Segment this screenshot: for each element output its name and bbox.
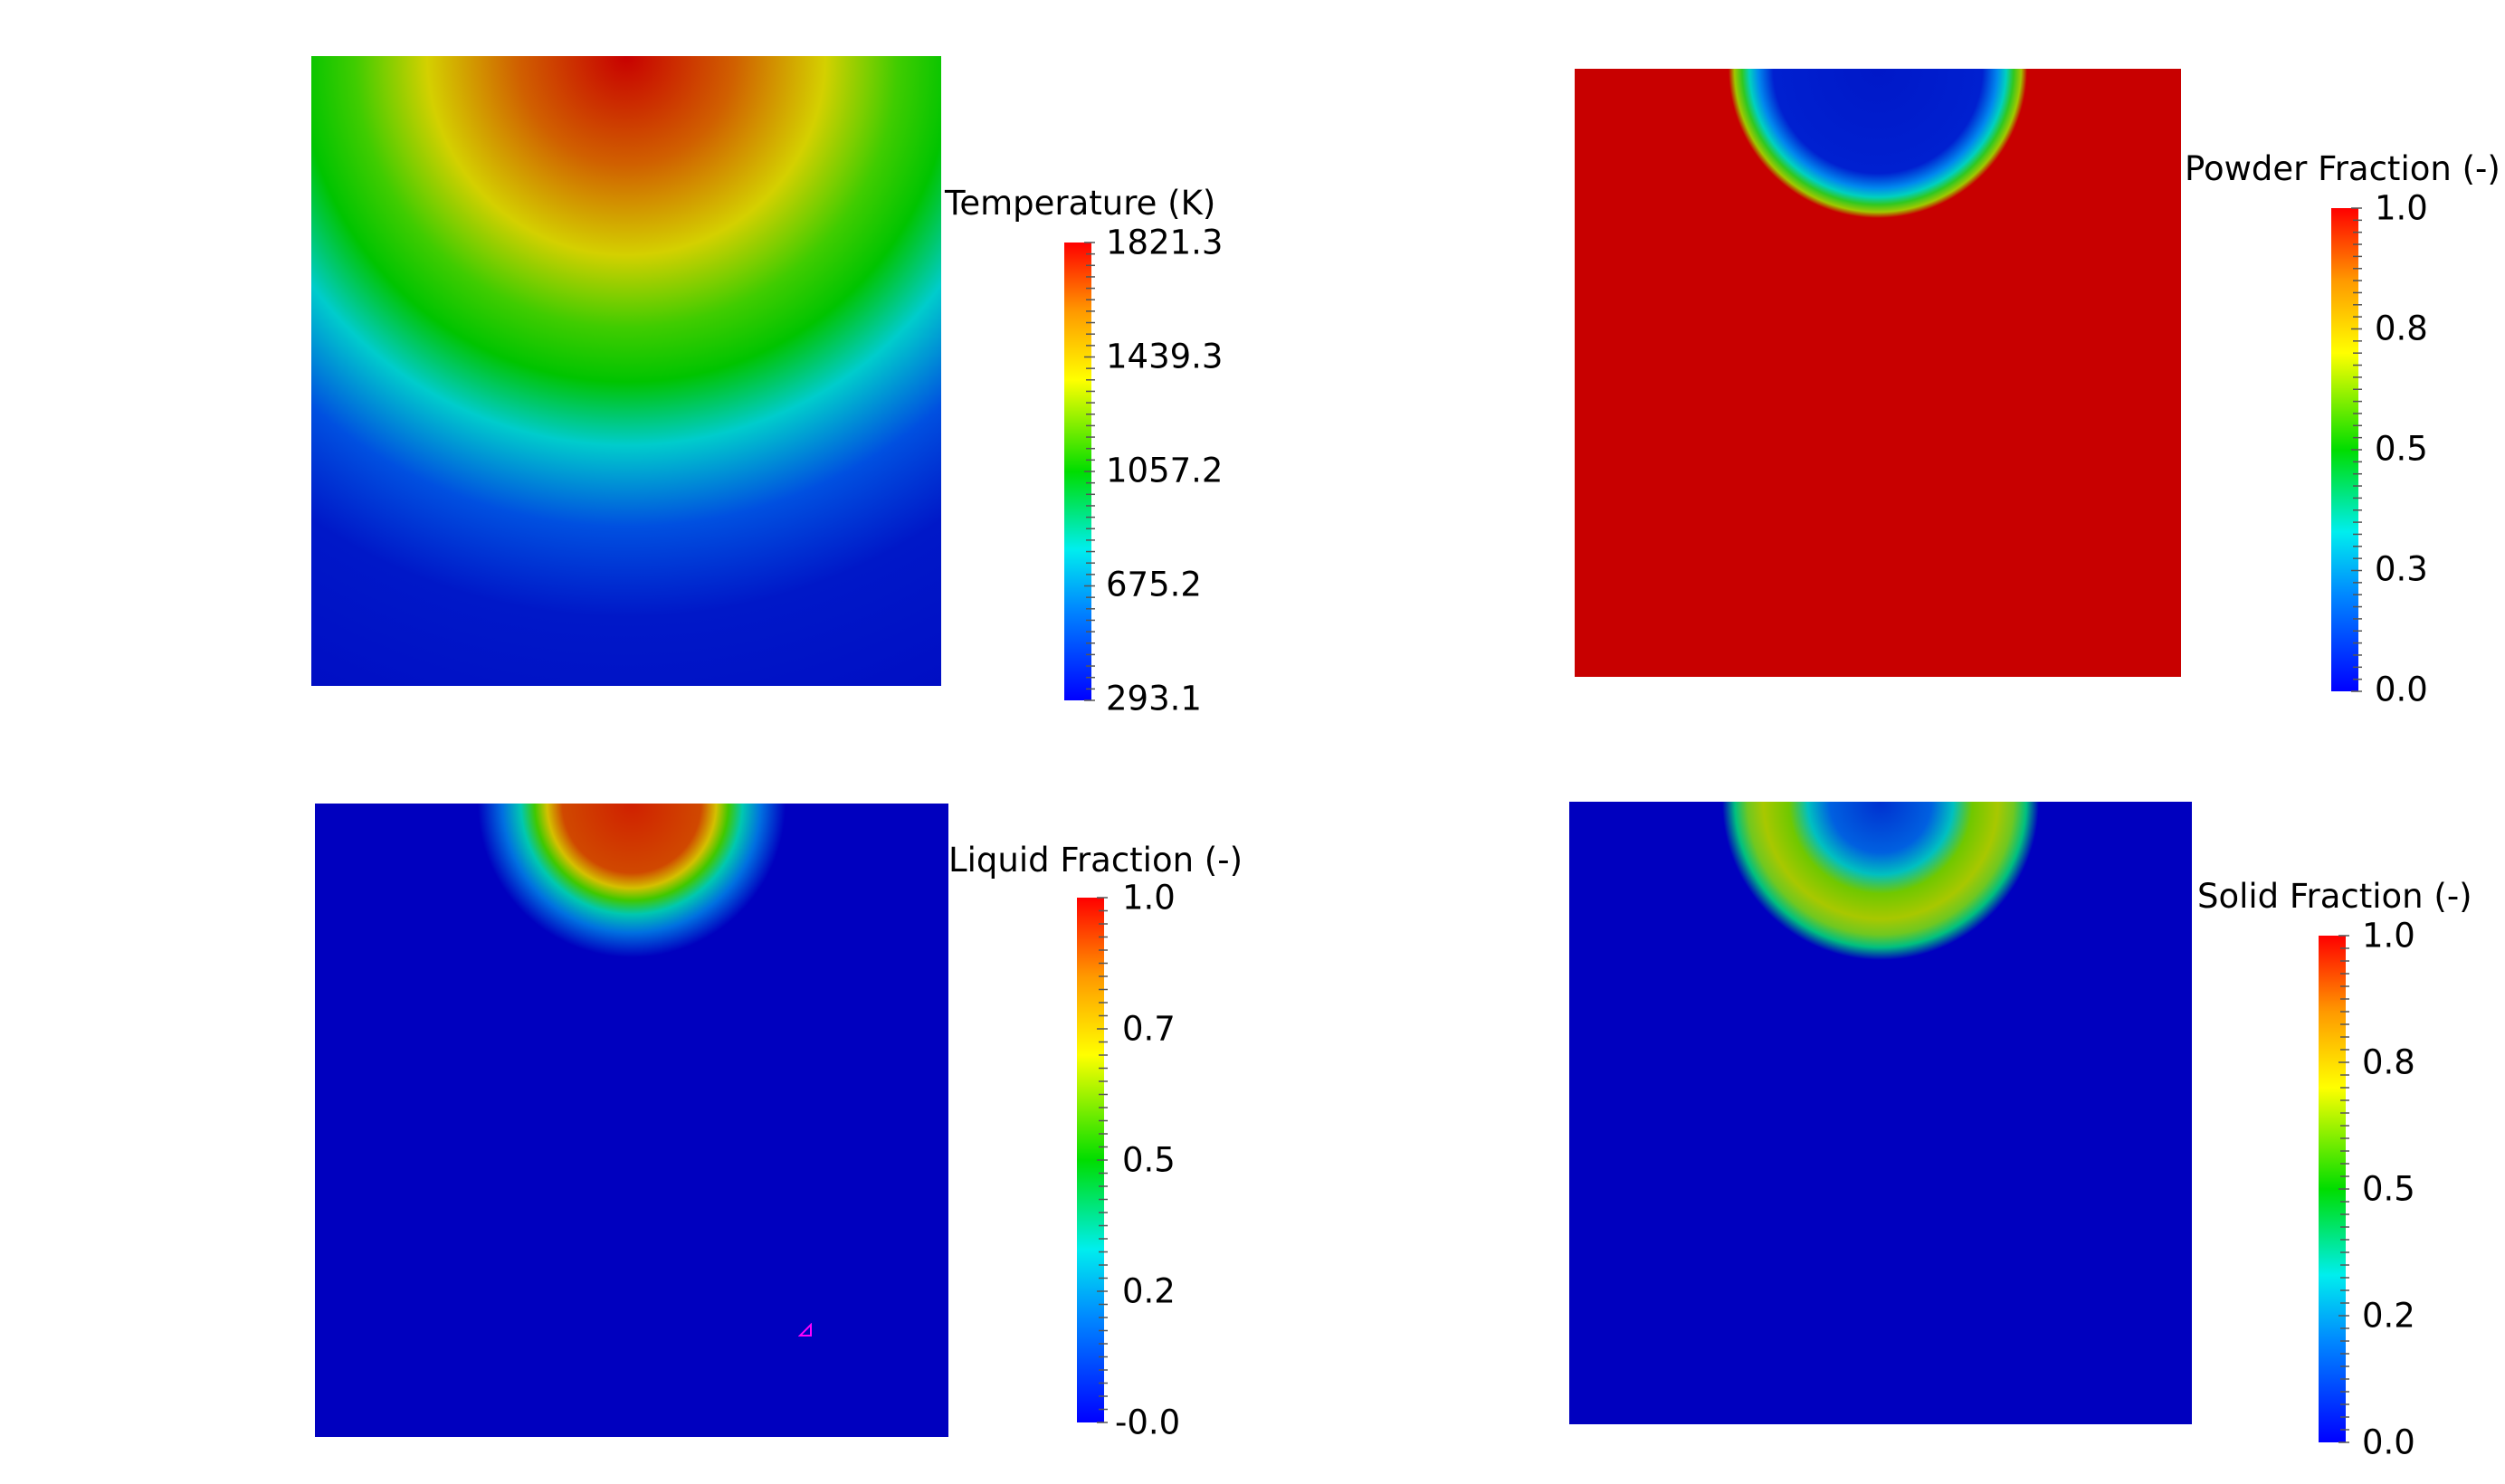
colorbar-title: Temperature (K) <box>945 184 1216 223</box>
colorbar-label: 1.0 <box>2375 188 2428 228</box>
colorbar <box>2331 207 2362 692</box>
colorbar-ticks <box>1097 897 1108 1423</box>
colorbar-ticks <box>1084 242 1095 701</box>
colorbar-title: Liquid Fraction (-) <box>948 841 1243 880</box>
colorbar-label: 0.3 <box>2375 549 2428 589</box>
colorbar-label: 1.0 <box>2362 916 2415 956</box>
colorbar-label: 1821.3 <box>1106 223 1224 262</box>
colorbar-label: 1.0 <box>1122 878 1176 918</box>
colorbar-label: 0.2 <box>2362 1296 2415 1336</box>
colorbar-ticks <box>2351 207 2362 692</box>
colorbar-label: 0.2 <box>1122 1271 1176 1311</box>
colorbar-label: 0.5 <box>2375 429 2428 469</box>
cursor-marker-icon <box>797 1322 813 1341</box>
colorbar-label: 1057.2 <box>1106 451 1224 490</box>
colorbar-label: 0.0 <box>2375 670 2428 709</box>
colorbar-label: -0.0 <box>1115 1403 1181 1442</box>
colorbar-label: 0.0 <box>2362 1422 2415 1462</box>
colorbar-label: 0.8 <box>2362 1042 2415 1082</box>
solid-field <box>1569 802 2192 1424</box>
colorbar-label: 675.2 <box>1106 565 1202 604</box>
temperature-field <box>311 56 941 686</box>
colorbar-label: 0.5 <box>1122 1140 1176 1180</box>
colorbar-label: 293.1 <box>1106 679 1202 718</box>
colorbar-title: Powder Fraction (-) <box>2185 149 2500 188</box>
colorbar <box>1064 242 1095 701</box>
colorbar-title: Solid Fraction (-) <box>2197 877 2472 916</box>
colorbar-ticks <box>2338 935 2349 1443</box>
liquid-field <box>315 804 948 1437</box>
colorbar-label: 1439.3 <box>1106 337 1224 376</box>
colorbar-label: 0.7 <box>1122 1009 1176 1049</box>
colorbar-label: 0.8 <box>2375 309 2428 348</box>
colorbar <box>1077 897 1108 1423</box>
powder-field <box>1575 69 2181 677</box>
colorbar <box>2319 935 2349 1443</box>
colorbar-label: 0.5 <box>2362 1169 2415 1209</box>
